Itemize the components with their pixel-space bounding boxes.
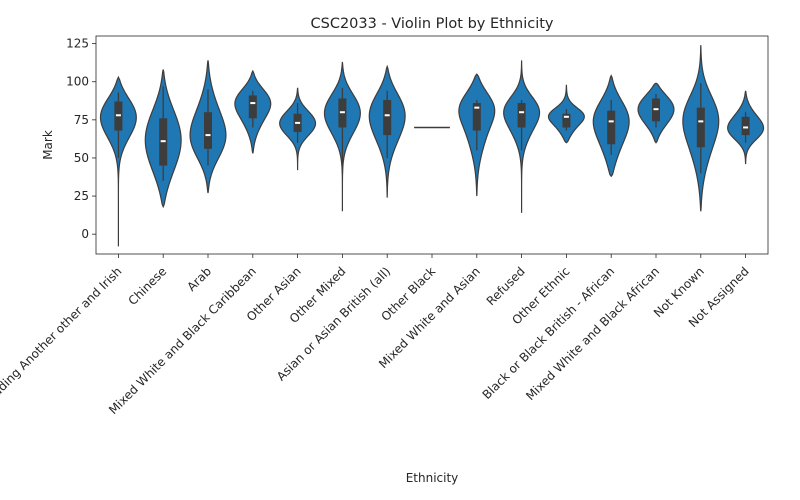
y-tick-label: 75 [74, 113, 89, 127]
y-tick-label: 100 [66, 75, 89, 89]
violin-iqr-box [517, 103, 526, 128]
y-axis-label: Mark [41, 130, 55, 160]
y-tick-label: 50 [74, 151, 89, 165]
violin-iqr-box [741, 116, 750, 136]
chart-title: CSC2033 - Violin Plot by Ethnicity [310, 16, 553, 32]
violins-layer [99, 45, 765, 247]
violin-body [99, 75, 137, 247]
violin-iqr-box [204, 112, 212, 149]
x-axis-label: Ethnicity [406, 471, 459, 485]
y-tick-label: 0 [81, 227, 89, 241]
violin-iqr-box [696, 107, 705, 148]
y-tick-label: 125 [66, 37, 89, 51]
violin-iqr-box [562, 113, 571, 128]
y-axis: 0 25 50 75 100 125 [66, 37, 96, 241]
y-tick-label: 25 [74, 189, 89, 203]
violin-iqr-box [472, 103, 481, 131]
violin-iqr-box [607, 110, 616, 145]
violin-iqr-box [383, 100, 392, 136]
violin-iqr-box [248, 95, 257, 119]
